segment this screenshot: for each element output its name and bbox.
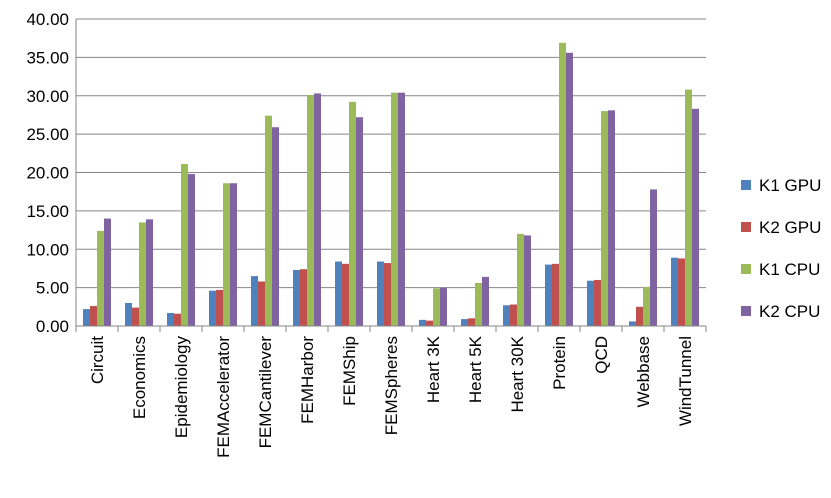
- bar-k2-gpu: [426, 320, 433, 326]
- legend-label: K1 GPU: [759, 176, 821, 195]
- bar-k2-gpu: [174, 313, 181, 326]
- bar-k1-cpu: [643, 286, 650, 326]
- x-tick-label: Webbase: [634, 336, 653, 408]
- bar-k1-gpu: [461, 319, 468, 326]
- x-tick-label: Protein: [550, 336, 569, 390]
- bar-k2-cpu: [440, 287, 447, 326]
- y-tick-label: 0.00: [36, 317, 69, 336]
- legend-swatch: [741, 306, 751, 316]
- bar-k1-gpu: [503, 305, 510, 326]
- bar-k2-cpu: [272, 127, 279, 326]
- legend-label: K1 CPU: [759, 260, 820, 279]
- bar-k2-cpu: [398, 92, 405, 327]
- bar-k2-gpu: [258, 281, 265, 326]
- bar-k2-cpu: [566, 52, 573, 327]
- x-tick-label: FEMHarbor: [298, 336, 317, 424]
- bar-k2-gpu: [132, 307, 139, 326]
- legend-swatch: [741, 222, 751, 232]
- legend: K1 GPU K2 GPU K1 CPU K2 CPU: [741, 176, 821, 321]
- x-tick-label: FEMCantilever: [256, 336, 275, 449]
- bar-k1-gpu: [419, 319, 426, 326]
- bar-k1-cpu: [349, 101, 356, 326]
- bar-k2-cpu: [188, 174, 195, 326]
- bar-k2-cpu: [650, 189, 657, 326]
- bar-k1-gpu: [545, 264, 552, 326]
- x-axis-ticks: Circuit Economics Epidemiology FEMAccelerat…: [88, 335, 695, 458]
- x-tick-label: Epidemiology: [172, 336, 191, 439]
- bar-k2-cpu: [146, 219, 153, 326]
- bar-k2-gpu: [678, 258, 685, 326]
- bar-k2-cpu: [524, 235, 531, 326]
- bar-k1-gpu: [335, 261, 342, 326]
- bar-k2-gpu: [510, 304, 517, 326]
- bar-k1-gpu: [125, 302, 132, 326]
- bar-k2-cpu: [356, 117, 363, 327]
- bar-k1-cpu: [265, 115, 272, 326]
- bar-k1-cpu: [601, 111, 608, 326]
- y-tick-label: 40.00: [26, 10, 69, 29]
- bar-k2-cpu: [482, 276, 489, 326]
- bar-k1-gpu: [209, 290, 216, 326]
- bar-k2-gpu: [216, 289, 223, 326]
- y-tick-label: 15.00: [26, 202, 69, 221]
- legend-label: K2 CPU: [759, 302, 820, 321]
- x-tick-label: FEMSpheres: [382, 336, 401, 435]
- x-tick-label: Heart 5K: [466, 335, 485, 403]
- bar-k1-gpu: [377, 261, 384, 326]
- bar-k2-cpu: [230, 183, 237, 326]
- bar-k1-gpu: [251, 276, 258, 326]
- bar-k1-cpu: [97, 230, 104, 326]
- bar-k2-gpu: [468, 318, 475, 326]
- bar-k2-gpu: [342, 263, 349, 326]
- bar-k2-cpu: [104, 218, 111, 326]
- x-tick-label: Heart 3K: [424, 335, 443, 403]
- x-tick-label: QCD: [592, 336, 611, 374]
- x-tick-label: Circuit: [88, 336, 107, 384]
- x-tick-label: WindTunnel: [676, 336, 695, 426]
- x-tick-label: Economics: [130, 336, 149, 419]
- bar-k2-cpu: [314, 93, 321, 326]
- bar-k1-cpu: [517, 233, 524, 326]
- bar-k2-cpu: [692, 108, 699, 326]
- x-tick-label: FEMShip: [340, 336, 359, 406]
- bar-k1-gpu: [587, 280, 594, 326]
- bar-k1-cpu: [181, 164, 188, 326]
- bar-k1-cpu: [391, 92, 398, 327]
- legend-swatch: [741, 264, 751, 274]
- bar-k1-gpu: [293, 269, 300, 326]
- bar-k1-cpu: [139, 222, 146, 326]
- y-axis-ticks: 0.00 5.00 10.00 15.00 20.00 25.00 30.00 35.00 40…: [26, 10, 69, 336]
- y-tick-label: 20.00: [26, 164, 69, 183]
- bar-k1-cpu: [685, 89, 692, 326]
- bar-k1-cpu: [559, 42, 566, 326]
- y-tick-label: 5.00: [36, 279, 69, 298]
- bar-k2-gpu: [300, 269, 307, 326]
- x-tick-label: FEMAccelerator: [214, 336, 233, 458]
- bar-k2-cpu: [608, 110, 615, 327]
- axes: [75, 19, 707, 332]
- bar-k2-gpu: [594, 279, 601, 326]
- x-tick-label: Heart 30K: [508, 335, 527, 412]
- bar-k1-gpu: [167, 312, 174, 326]
- bar-k1-cpu: [223, 183, 230, 326]
- bar-k2-gpu: [636, 306, 643, 326]
- bar-k1-cpu: [475, 283, 482, 326]
- bars: [83, 42, 699, 327]
- bar-k1-gpu: [671, 257, 678, 326]
- legend-label: K2 GPU: [759, 218, 821, 237]
- bar-k1-cpu: [433, 288, 440, 326]
- bar-k2-gpu: [384, 263, 391, 326]
- bar-k1-cpu: [307, 94, 314, 326]
- bar-k2-gpu: [90, 306, 97, 326]
- y-tick-label: 35.00: [26, 48, 69, 67]
- bar-k1-gpu: [83, 309, 90, 326]
- y-tick-label: 30.00: [26, 87, 69, 106]
- bar-k2-gpu: [552, 263, 559, 326]
- legend-swatch: [741, 180, 751, 190]
- y-tick-label: 10.00: [26, 240, 69, 259]
- y-tick-label: 25.00: [26, 125, 69, 144]
- bar-k1-gpu: [629, 321, 636, 326]
